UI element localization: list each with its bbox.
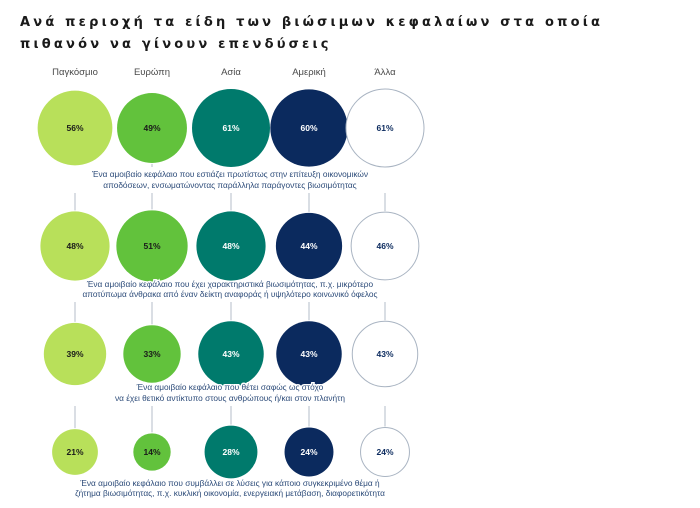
bubble bbox=[123, 325, 181, 383]
value-label: 61% bbox=[376, 123, 393, 133]
bubble bbox=[37, 90, 113, 166]
row-label: αποδόσεων, ενσωματώνοντας παράλληλα παρά… bbox=[103, 180, 356, 190]
value-label: 39% bbox=[66, 349, 83, 359]
value-label: 46% bbox=[376, 241, 393, 251]
bubble bbox=[52, 429, 98, 475]
value-label: 43% bbox=[222, 349, 239, 359]
value-label: 51% bbox=[143, 241, 160, 251]
bubble bbox=[43, 322, 107, 386]
bubble bbox=[275, 212, 343, 280]
value-label: 48% bbox=[222, 241, 239, 251]
value-label: 24% bbox=[300, 447, 317, 457]
row-label: να έχει θετικό αντίκτυπο στους ανθρώπους… bbox=[115, 393, 345, 403]
row-label: αποτύπωμα άνθρακα από έναν δείκτη αναφορ… bbox=[82, 289, 377, 299]
row-labels: Ένα αμοιβαίο κεφάλαιο που εστιάζει πρωτί… bbox=[74, 168, 387, 500]
value-label: 33% bbox=[143, 349, 160, 359]
column-label: Αμερική bbox=[292, 67, 326, 78]
row-label: Ένα αμοιβαίο κεφάλαιο που εστιάζει πρωτί… bbox=[91, 169, 368, 179]
row-label: Ένα αμοιβαίο κεφάλαιο που θέτει σαφώς ως… bbox=[136, 382, 324, 392]
bubble bbox=[192, 89, 270, 167]
value-label: 21% bbox=[66, 447, 83, 457]
bubble bbox=[204, 425, 258, 479]
row-label: Ένα αμοιβαίο κεφάλαιο που συμβάλλει σε λ… bbox=[79, 478, 380, 488]
bubble bbox=[345, 88, 425, 168]
chart-title: Ανά περιοχή τα είδη των βιώσιμων κεφαλαί… bbox=[20, 15, 604, 52]
value-label: 56% bbox=[66, 123, 83, 133]
value-label: 14% bbox=[143, 447, 160, 457]
connector-lines bbox=[74, 163, 386, 433]
bubble bbox=[198, 321, 264, 387]
column-label: Άλλα bbox=[374, 67, 396, 78]
value-label: 44% bbox=[300, 241, 317, 251]
value-label: 49% bbox=[143, 123, 160, 133]
bubble bbox=[276, 321, 342, 387]
column-label: Ευρώπη bbox=[134, 67, 170, 78]
value-label: 60% bbox=[300, 123, 317, 133]
bubble bbox=[351, 320, 419, 388]
row-label: ζήτημα βιωσιμότητας, π.χ. κυκλική οικονο… bbox=[75, 488, 385, 498]
bubbles: 56% 49% 61% 60% 61% 48% 51% 48% 44% 46% 39% 33% 43% 4… bbox=[37, 88, 425, 479]
bubble bbox=[133, 433, 171, 471]
bubble bbox=[117, 93, 187, 163]
bubble bbox=[360, 427, 410, 477]
bubble bbox=[284, 427, 334, 477]
value-label: 61% bbox=[222, 123, 239, 133]
bubble bbox=[350, 211, 420, 281]
value-label: 48% bbox=[66, 241, 83, 251]
bubble bbox=[40, 211, 110, 281]
value-label: 43% bbox=[300, 349, 317, 359]
column-label: Παγκόσμιο bbox=[52, 67, 98, 78]
row-label: Ένα αμοιβαίο κεφάλαιο που έχει χαρακτηρι… bbox=[86, 279, 374, 289]
column-label: Ασία bbox=[221, 67, 241, 78]
value-label: 28% bbox=[222, 447, 239, 457]
value-label: 24% bbox=[376, 447, 393, 457]
bubble bbox=[196, 211, 266, 281]
bubble bbox=[270, 89, 348, 167]
bubble bbox=[116, 210, 188, 282]
value-label: 43% bbox=[376, 349, 393, 359]
column-labels: Παγκόσμιο Ευρώπη Ασία Αμερική Άλλα bbox=[52, 67, 396, 78]
